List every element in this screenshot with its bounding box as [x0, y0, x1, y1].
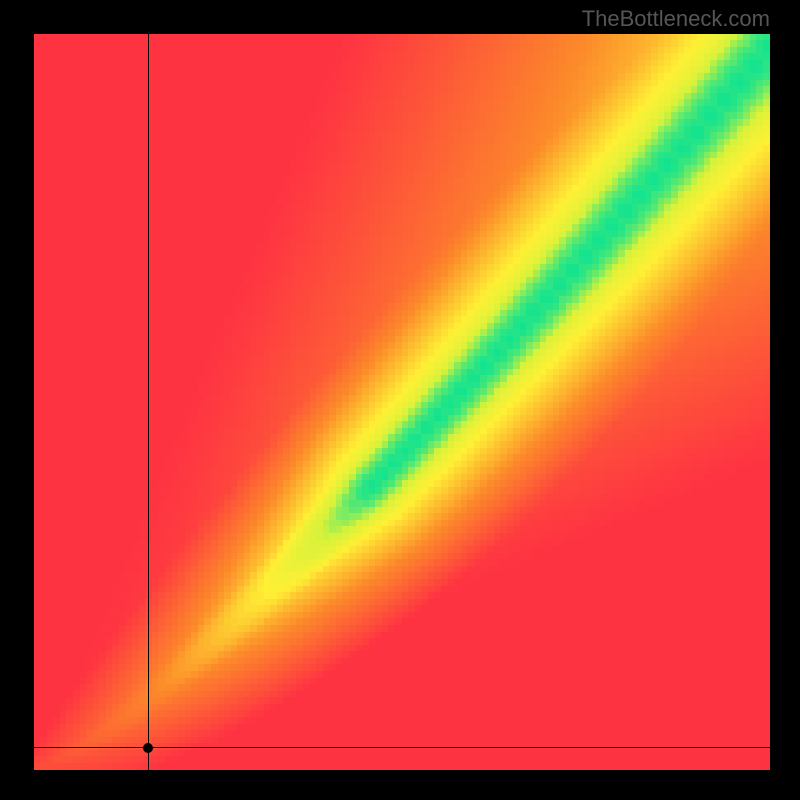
bottleneck-heatmap [34, 34, 770, 770]
watermark-text: TheBottleneck.com [582, 6, 770, 32]
crosshair-marker-dot [143, 743, 153, 753]
crosshair-vertical [148, 34, 149, 770]
